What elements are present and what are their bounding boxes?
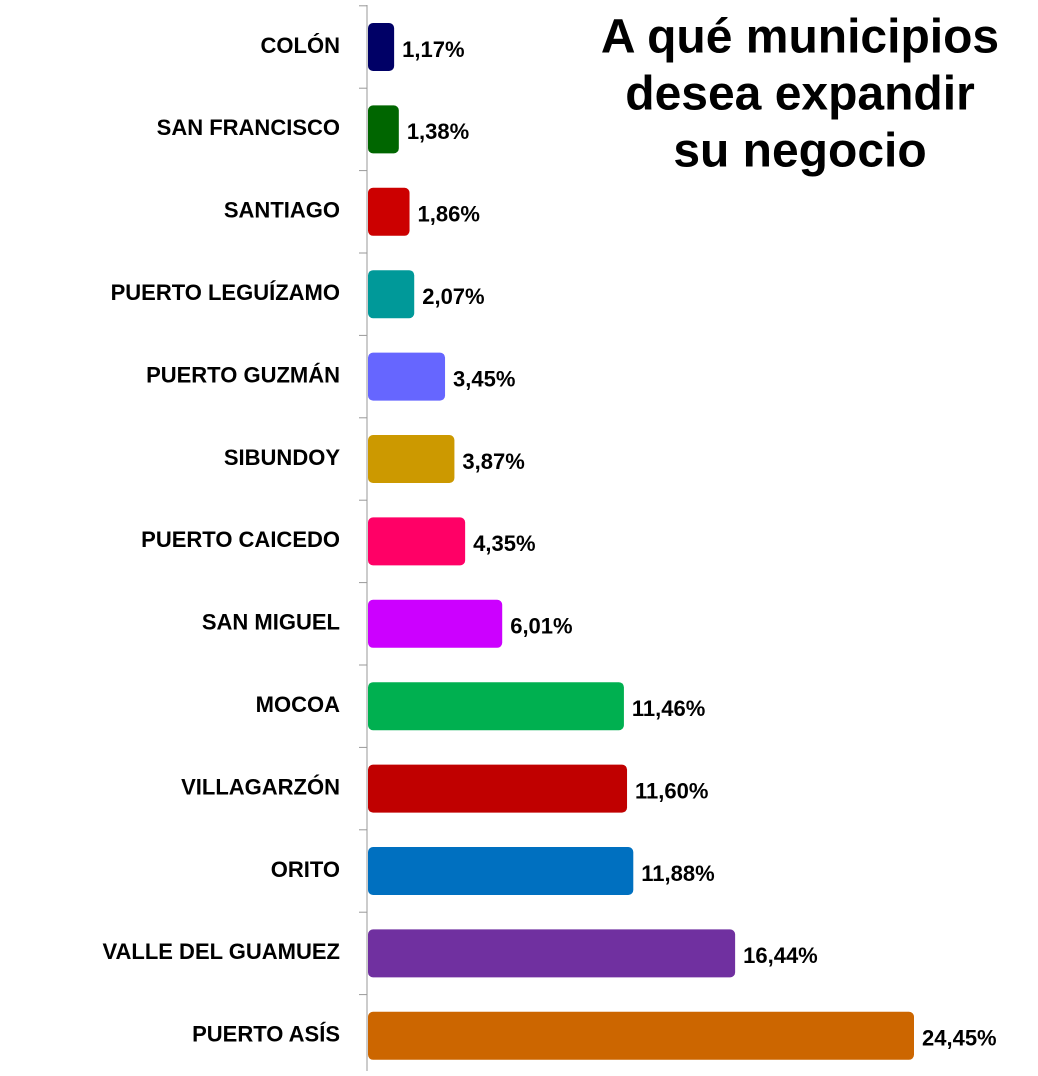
- bar: [368, 187, 410, 236]
- bar: [368, 105, 399, 154]
- category-label: SAN MIGUEL: [202, 610, 340, 635]
- bar: [368, 847, 634, 895]
- bar: [368, 929, 736, 978]
- value-label: 1,86%: [418, 202, 480, 227]
- bar: [368, 23, 395, 71]
- bar: [368, 352, 446, 401]
- category-label: SANTIAGO: [224, 198, 340, 223]
- bar: [368, 682, 624, 731]
- value-label: 11,88%: [641, 861, 714, 886]
- value-label: 2,07%: [422, 284, 484, 309]
- bar: [368, 517, 466, 566]
- chart-title: desea expandir: [625, 68, 975, 121]
- category-label: MOCOA: [256, 692, 340, 717]
- category-label: COLÓN: [261, 33, 340, 58]
- category-label: PUERTO CAICEDO: [141, 527, 340, 552]
- value-label: 3,45%: [453, 366, 515, 391]
- bar: [368, 435, 455, 483]
- chart-title: A qué municipios: [601, 11, 999, 64]
- bar: [368, 599, 503, 648]
- category-label: PUERTO LEGUÍZAMO: [111, 280, 340, 305]
- category-label: VALLE DEL GUAMUEZ: [102, 939, 340, 964]
- category-label: ORITO: [271, 857, 340, 882]
- value-label: 11,46%: [632, 696, 705, 721]
- category-label: SIBUNDOY: [224, 445, 340, 470]
- value-label: 3,87%: [462, 449, 524, 474]
- category-label: SAN FRANCISCO: [157, 115, 340, 140]
- value-label: 16,44%: [743, 943, 818, 968]
- category-label: VILLAGARZÓN: [181, 774, 340, 799]
- value-label: 1,38%: [407, 119, 469, 144]
- bar: [368, 270, 415, 319]
- bar: [368, 764, 628, 813]
- value-label: 11,60%: [635, 778, 708, 803]
- category-label: PUERTO GUZMÁN: [146, 362, 340, 387]
- value-label: 1,17%: [402, 37, 464, 62]
- chart-title: su negocio: [673, 125, 926, 178]
- value-label: 4,35%: [473, 531, 535, 556]
- value-label: 6,01%: [510, 614, 572, 639]
- bar: [368, 1011, 914, 1060]
- category-label: PUERTO ASÍS: [192, 1022, 340, 1047]
- value-label: 24,45%: [922, 1026, 997, 1051]
